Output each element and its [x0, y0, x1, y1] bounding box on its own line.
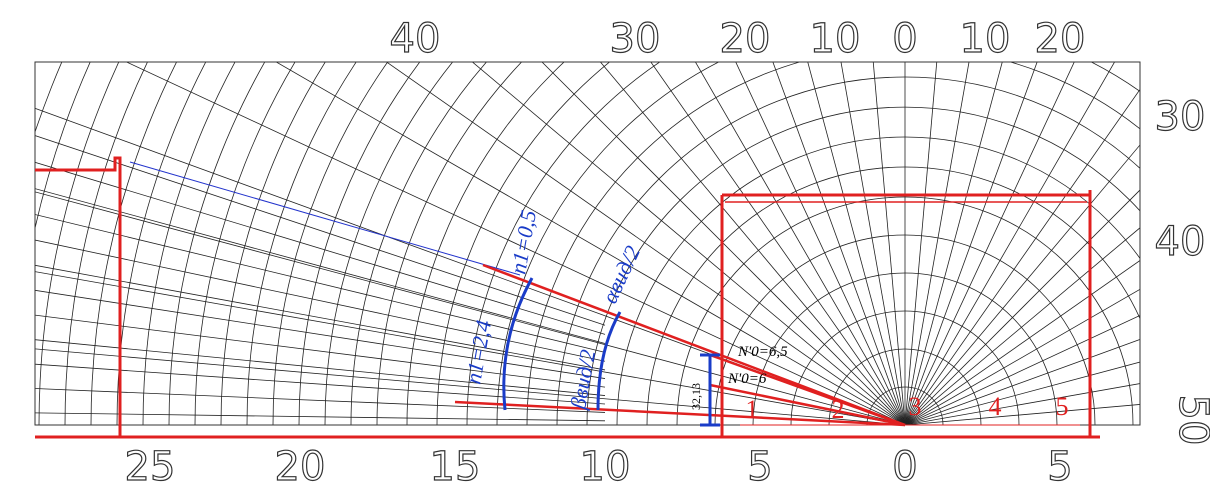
label: N'0=6,5: [737, 344, 788, 360]
grid-ray: [0, 0, 905, 425]
label: N'0=6: [727, 371, 767, 387]
label: 30: [610, 16, 661, 62]
grid-ray: [0, 0, 905, 425]
label: 1: [746, 395, 759, 424]
label: 2: [832, 395, 845, 424]
grid-ray: [905, 0, 1210, 425]
grid-arc: [0, 0, 1210, 425]
label: 15: [430, 444, 481, 486]
label: 10: [960, 16, 1011, 62]
label: 5: [1056, 392, 1069, 421]
grid-ray: [0, 303, 905, 425]
label: 5: [1047, 444, 1072, 486]
grid-ray: [0, 0, 905, 425]
label: 3: [909, 392, 922, 421]
grid-arc: [587, 107, 1210, 425]
grid-arc: [13, 0, 1210, 425]
grid-arc: [0, 0, 1210, 425]
grid-ray: [0, 0, 905, 425]
grid-ray: [905, 0, 1210, 425]
polar-grid: [0, 0, 1210, 425]
grid-arc: [0, 0, 1210, 425]
label: 30: [1155, 94, 1206, 140]
grid-ray: [905, 0, 1027, 425]
label: 10: [580, 444, 631, 486]
grid-ray: [905, 0, 1210, 425]
grid-arc: [195, 0, 1210, 425]
label: 20: [275, 444, 326, 486]
grid-ray: [905, 0, 1210, 425]
grid-ray: [905, 0, 1210, 425]
grid-arc: [0, 0, 1210, 425]
label: 5: [747, 444, 772, 486]
grid-ray: [905, 0, 1210, 425]
grid-ray: [0, 0, 905, 425]
grid-arc: [117, 0, 1210, 425]
label: 20: [720, 16, 771, 62]
grid-ray: [905, 0, 1210, 425]
grid-ray: [0, 20, 605, 334]
label: 32,13: [689, 383, 703, 410]
grid-ray: [783, 0, 905, 425]
grid-ray: [102, 0, 905, 425]
label: 10: [810, 16, 861, 62]
grid-ray: [905, 0, 1210, 425]
label: 0: [892, 444, 917, 486]
grid-arc: [273, 0, 1210, 425]
grid-ray: [0, 63, 905, 425]
label: n1=2,4: [460, 318, 496, 386]
label: βвид/2: [565, 348, 600, 412]
grid-ray: [905, 0, 1210, 425]
label: n1=0,5: [505, 208, 541, 276]
grid-ray: [905, 0, 1210, 425]
label: 40: [1155, 219, 1206, 265]
label: 25: [125, 444, 176, 486]
grid-arc: [527, 47, 1210, 425]
label: 20: [1035, 16, 1086, 62]
label: 0: [892, 16, 917, 62]
grid-ray: [905, 0, 1210, 425]
grid-arc: [65, 0, 1210, 425]
grid-ray: [905, 0, 1210, 425]
label: 50: [1170, 395, 1210, 446]
insolation-diagram: 40302010010203040502520151050512345n1=2,…: [0, 0, 1210, 486]
grid-ray: [0, 0, 905, 425]
label: 40: [390, 16, 441, 62]
label: 4: [989, 392, 1002, 421]
grid-ray: [5, 0, 905, 425]
